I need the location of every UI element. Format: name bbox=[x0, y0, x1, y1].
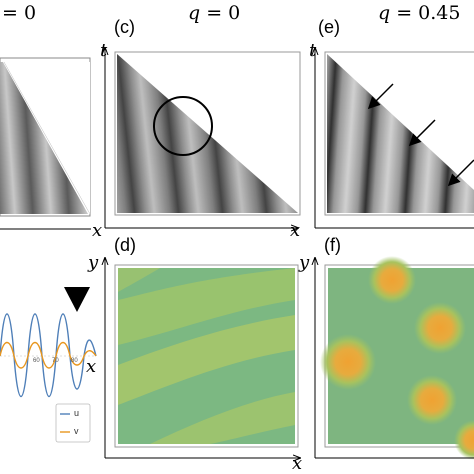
marker-triangle bbox=[64, 287, 90, 312]
spot-5 bbox=[454, 420, 474, 460]
panel-c-q-label: q = 0 bbox=[188, 2, 241, 24]
panel-a-x-label: x bbox=[92, 220, 103, 241]
panel-f-label: (f) bbox=[324, 235, 341, 255]
arrow-3 bbox=[447, 159, 474, 187]
spot-3 bbox=[320, 334, 376, 390]
panel-c-highlight-circle bbox=[153, 96, 213, 156]
arrow-2 bbox=[408, 119, 436, 147]
series-u-line bbox=[0, 313, 97, 397]
panel-c-spacetime bbox=[114, 51, 301, 216]
panel-c-x-label: x bbox=[290, 220, 301, 241]
legend-u-label: u bbox=[74, 408, 80, 418]
panel-c-t-label: t bbox=[100, 40, 108, 61]
arrow-1 bbox=[367, 83, 394, 110]
panel-e-label: (e) bbox=[318, 17, 340, 37]
panel-a-q-label: = 0 bbox=[2, 2, 37, 24]
panel-c-label: (c) bbox=[114, 17, 135, 37]
profile-plot bbox=[0, 287, 97, 443]
panel-d-field bbox=[114, 264, 299, 448]
panel-d-x-label: x bbox=[292, 453, 303, 474]
legend-v-label: v bbox=[74, 426, 79, 436]
panel-d-y-label: y bbox=[88, 252, 99, 273]
profile-tick-80: 80 bbox=[71, 358, 78, 364]
panel-e-arrows bbox=[367, 83, 474, 187]
spot-1 bbox=[368, 256, 416, 304]
panel-e-q-label: q = 0.45 bbox=[378, 2, 461, 24]
panel-e-spacetime bbox=[324, 51, 474, 216]
spot-2 bbox=[414, 302, 466, 354]
panel-e-t-label: t bbox=[309, 40, 317, 61]
spot-4 bbox=[407, 375, 457, 425]
legend-box bbox=[55, 403, 91, 443]
profile-x-label: x bbox=[86, 356, 97, 377]
panel-f-y-label: y bbox=[299, 252, 310, 273]
profile-tick-70: 70 bbox=[52, 358, 59, 364]
panel-a-spacetime bbox=[0, 57, 91, 217]
profile-tick-60: 60 bbox=[33, 358, 40, 364]
panel-d-label: (d) bbox=[114, 235, 136, 255]
series-v-line bbox=[0, 341, 97, 369]
panel-f-field bbox=[320, 256, 474, 460]
